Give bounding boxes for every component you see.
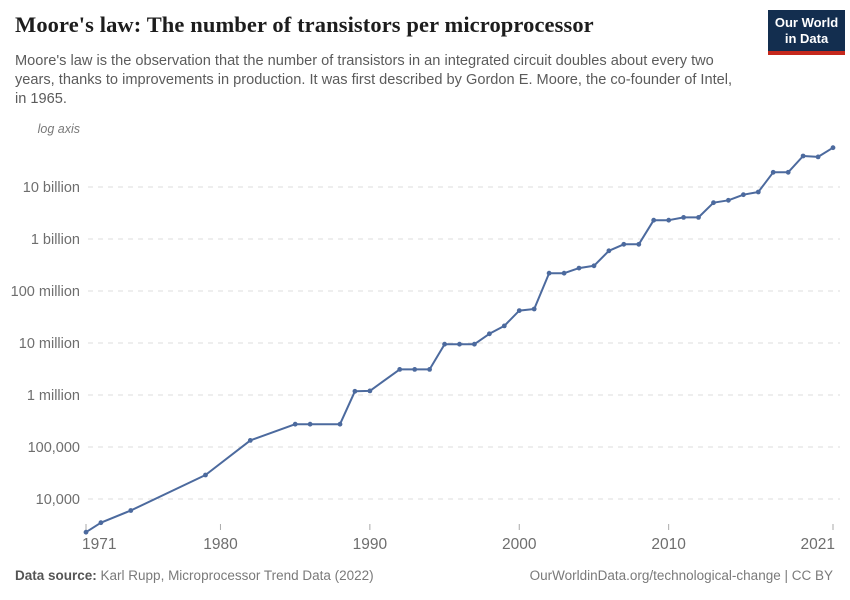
data-point[interactable] — [397, 367, 403, 372]
data-point[interactable] — [352, 388, 358, 394]
data-point[interactable] — [726, 197, 731, 203]
data-point[interactable] — [576, 265, 582, 271]
data-point[interactable] — [501, 323, 507, 329]
x-axis-tick-label: 1971 — [82, 536, 116, 553]
data-point[interactable] — [337, 421, 343, 427]
data-point[interactable] — [367, 388, 373, 394]
x-axis-tick-label: 1990 — [353, 536, 388, 553]
data-point[interactable] — [636, 241, 642, 247]
data-point[interactable] — [516, 308, 522, 313]
data-point[interactable] — [711, 200, 716, 206]
chart-subtitle-line: in 1965. — [15, 91, 67, 107]
data-point[interactable] — [606, 248, 612, 254]
owid-logo[interactable]: Our World in Data — [768, 10, 845, 55]
data-point[interactable] — [487, 331, 492, 337]
x-axis-tick-label: 2000 — [502, 536, 537, 553]
chart-subtitle: Moore's law is the observation that the … — [15, 52, 775, 109]
data-point[interactable] — [591, 263, 597, 269]
y-axis-tick-label: 1 billion — [31, 232, 80, 248]
chart-subtitle-line: years, thanks to improvements in product… — [15, 72, 733, 88]
y-axis-tick-label: 1 million — [27, 388, 80, 404]
data-point[interactable] — [307, 421, 313, 427]
data-point[interactable] — [770, 169, 776, 175]
data-point[interactable] — [442, 341, 447, 347]
data-source-text: Karl Rupp, Microprocessor Trend Data (20… — [96, 568, 374, 583]
x-axis-tick-label: 1980 — [203, 536, 238, 553]
data-point[interactable] — [546, 270, 552, 276]
y-axis-tick-label: 100,000 — [28, 440, 80, 456]
data-point[interactable] — [83, 529, 89, 535]
x-axis-tick-label: 2021 — [801, 536, 835, 553]
data-point[interactable] — [98, 520, 104, 526]
data-point[interactable] — [128, 508, 134, 513]
owid-logo-line2: in Data — [784, 31, 829, 46]
y-axis-tick-label: 10 million — [19, 336, 80, 352]
data-source: Data source: Karl Rupp, Microprocessor T… — [15, 568, 374, 583]
chart-subtitle-line: Moore's law is the observation that the … — [15, 53, 714, 69]
y-axis-tick-label: 100 million — [11, 284, 80, 300]
data-point[interactable] — [412, 367, 418, 372]
data-point[interactable] — [621, 241, 627, 247]
data-line — [85, 146, 834, 534]
data-point[interactable] — [457, 341, 462, 347]
y-axis-tick-label: 10,000 — [36, 492, 80, 508]
data-point[interactable] — [785, 169, 791, 175]
owid-logo-line1: Our World — [774, 15, 839, 30]
data-point[interactable] — [651, 217, 657, 223]
data-point[interactable] — [666, 217, 672, 223]
data-point[interactable] — [203, 472, 208, 478]
data-point[interactable] — [561, 270, 567, 276]
data-source-label: Data source: — [15, 568, 97, 583]
data-point[interactable] — [741, 192, 746, 198]
y-axis-tick-label: 10 billion — [23, 180, 80, 196]
attribution-link[interactable]: OurWorldinData.org/technological-change … — [529, 568, 833, 583]
data-point[interactable] — [247, 438, 253, 443]
data-point[interactable] — [292, 421, 298, 427]
data-point[interactable] — [755, 189, 761, 195]
data-point[interactable] — [681, 215, 686, 220]
data-point[interactable] — [472, 341, 477, 347]
data-point[interactable] — [830, 145, 836, 151]
x-axis-tick-label: 2010 — [651, 536, 686, 553]
data-point[interactable] — [800, 153, 806, 159]
log-axis-note: log axis — [38, 122, 80, 136]
page-title: Moore's law: The number of transistors p… — [15, 12, 594, 37]
data-point[interactable] — [427, 367, 432, 372]
data-point[interactable] — [531, 306, 537, 312]
data-point[interactable] — [696, 215, 701, 220]
data-point[interactable] — [815, 154, 821, 160]
